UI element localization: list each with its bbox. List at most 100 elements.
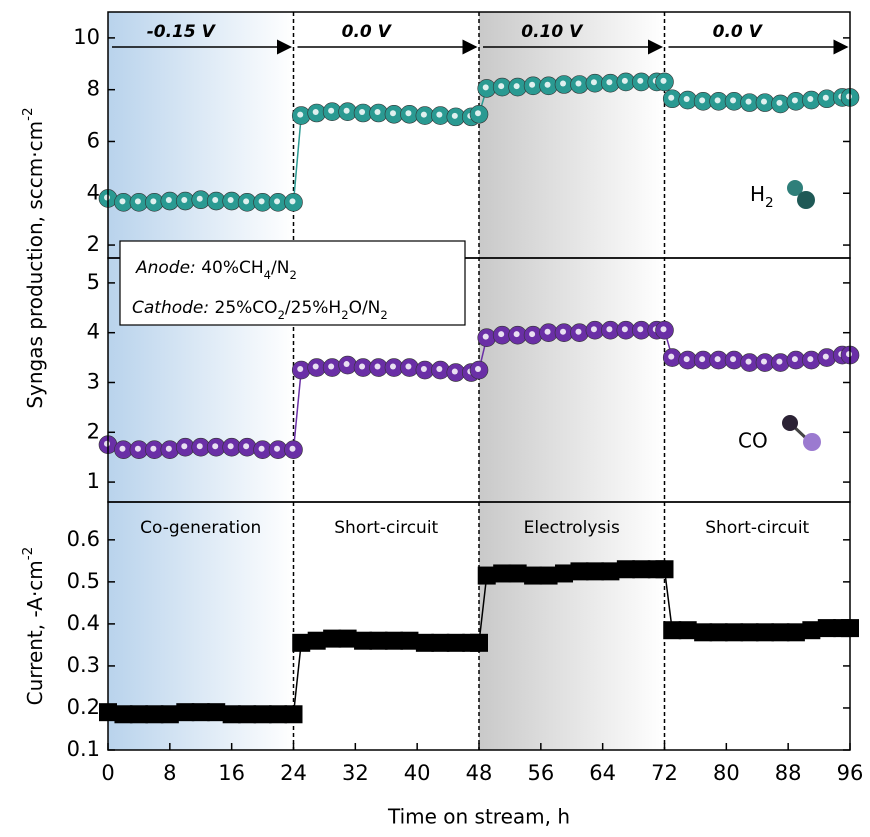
- marker: [709, 623, 728, 642]
- legend-gas: 2: [380, 308, 387, 322]
- marker-highlight: [791, 97, 798, 104]
- marker-highlight: [621, 326, 628, 333]
- marker-highlight: [328, 107, 335, 114]
- marker-highlight: [243, 443, 250, 450]
- voltage-label: 0.0 V: [342, 22, 393, 42]
- marker-highlight: [560, 328, 567, 335]
- marker: [207, 703, 226, 722]
- legend-text: Cathode: 25%CO2/25%H2O/N2: [132, 298, 388, 322]
- x-tick-label: 56: [527, 761, 554, 785]
- marker-highlight: [119, 198, 126, 205]
- marker: [384, 631, 403, 650]
- y-axis-title-part: Current, -A·cm: [23, 560, 47, 705]
- marker-highlight: [359, 363, 366, 370]
- marker-highlight: [590, 79, 597, 86]
- marker-highlight: [181, 197, 188, 204]
- species-label-part: 2: [765, 195, 774, 211]
- x-tick-label: 96: [837, 761, 864, 785]
- x-axis-title: Time on stream, h: [387, 805, 570, 829]
- marker: [539, 566, 558, 585]
- marker: [415, 633, 434, 652]
- regime-label: Short-circuit: [705, 518, 809, 538]
- marker-highlight: [389, 110, 396, 117]
- marker-highlight: [807, 96, 814, 103]
- y-tick-label: 2: [87, 232, 100, 256]
- marker: [431, 633, 450, 652]
- marker-highlight: [289, 198, 296, 205]
- marker: [678, 621, 697, 640]
- x-tick-label: 64: [589, 761, 616, 785]
- marker-highlight: [699, 97, 706, 104]
- marker-highlight: [668, 353, 675, 360]
- marker: [145, 705, 164, 724]
- marker-highlight: [328, 363, 335, 370]
- marker-highlight: [436, 111, 443, 118]
- marker-highlight: [498, 83, 505, 90]
- marker-highlight: [343, 107, 350, 114]
- marker-highlight: [637, 326, 644, 333]
- y-tick-label: 4: [87, 180, 100, 204]
- marker: [446, 633, 465, 652]
- marker-highlight: [150, 445, 157, 452]
- marker-highlight: [683, 356, 690, 363]
- marker-highlight: [529, 81, 536, 88]
- molecule-icon: [787, 180, 803, 196]
- x-tick-label: 80: [713, 761, 740, 785]
- marker: [191, 703, 210, 722]
- voltage-label: 0.0 V: [713, 22, 764, 42]
- regime-label: Co-generation: [140, 518, 261, 538]
- marker-highlight: [181, 443, 188, 450]
- marker: [655, 560, 674, 579]
- legend-gas: 40%CH: [201, 258, 263, 278]
- x-tick-label: 72: [651, 761, 678, 785]
- marker: [817, 619, 836, 638]
- marker-highlight: [807, 356, 814, 363]
- legend-text: Anode: 40%CH4/N2: [135, 258, 297, 282]
- marker: [601, 562, 620, 581]
- marker-highlight: [822, 353, 829, 360]
- marker: [323, 629, 342, 648]
- marker-highlight: [405, 110, 412, 117]
- marker-highlight: [560, 80, 567, 87]
- voltage-label: -0.15 V: [147, 22, 217, 42]
- marker-highlight: [498, 331, 505, 338]
- marker-highlight: [436, 366, 443, 373]
- marker-highlight: [297, 111, 304, 118]
- marker-highlight: [150, 198, 157, 205]
- marker-highlight: [475, 366, 481, 373]
- marker-highlight: [776, 358, 783, 365]
- marker-highlight: [846, 351, 852, 358]
- legend-gas: 4: [264, 268, 271, 282]
- marker-highlight: [621, 77, 628, 84]
- species-label: CO: [738, 429, 768, 453]
- y-tick-label: 1: [87, 469, 100, 493]
- marker: [269, 705, 288, 724]
- marker: [694, 623, 713, 642]
- period-shade: [108, 12, 294, 750]
- marker: [114, 705, 133, 724]
- legend-gas: O/N: [349, 298, 381, 318]
- marker-highlight: [660, 326, 667, 333]
- species-label: H2: [750, 182, 774, 212]
- marker: [632, 560, 651, 579]
- marker-highlight: [730, 97, 737, 104]
- marker-highlight: [544, 328, 551, 335]
- marker-highlight: [274, 198, 281, 205]
- marker: [470, 633, 488, 652]
- marker-highlight: [343, 361, 350, 368]
- x-tick-label: 16: [218, 761, 245, 785]
- marker: [129, 705, 148, 724]
- marker-highlight: [374, 108, 381, 115]
- marker-highlight: [196, 443, 203, 450]
- marker: [238, 705, 257, 724]
- marker-highlight: [312, 363, 319, 370]
- x-tick-label: 32: [342, 761, 369, 785]
- marker: [292, 633, 311, 652]
- marker-highlight: [606, 79, 613, 86]
- y-tick-label: 6: [87, 128, 100, 152]
- regime-label: Electrolysis: [524, 518, 620, 538]
- y-tick-label: 0.3: [67, 653, 100, 677]
- marker: [755, 623, 774, 642]
- marker: [585, 562, 604, 581]
